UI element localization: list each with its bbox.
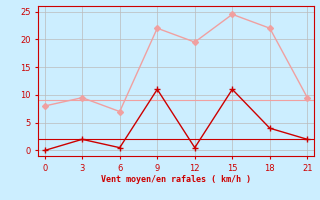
X-axis label: Vent moyen/en rafales ( km/h ): Vent moyen/en rafales ( km/h ) bbox=[101, 175, 251, 184]
